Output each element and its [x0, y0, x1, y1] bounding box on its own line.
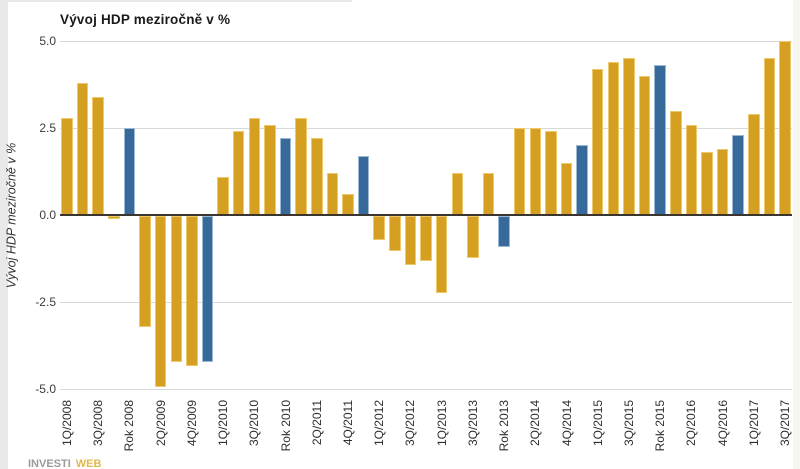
bar-year-total [123, 128, 136, 215]
page-edge-left-band [0, 0, 8, 469]
bar-quarter [529, 128, 542, 215]
x-axis-label: 3Q/2010 [247, 400, 262, 447]
bar-quarter [545, 131, 557, 215]
bar-quarter [373, 216, 385, 241]
bar-quarter [763, 58, 776, 215]
bar-year-total [201, 216, 214, 363]
bar-quarter [701, 152, 713, 215]
x-axis-label: 4Q/2014 [559, 400, 574, 447]
x-axis-label: Rok 2010 [278, 400, 293, 452]
bar-quarter [170, 216, 183, 363]
bar-quarter [685, 124, 698, 215]
bar-quarter [76, 82, 89, 215]
bar-quarter [232, 131, 245, 215]
x-axis-label: 3Q/2013 [465, 400, 480, 447]
bar-quarter [513, 128, 526, 215]
x-axis-label: 1Q/2010 [216, 400, 231, 447]
x-axis-label: 4Q/2009 [184, 400, 199, 447]
bar-quarter [638, 75, 651, 215]
x-axis-label: 2Q/2016 [684, 400, 699, 447]
bar-year-total [576, 145, 588, 215]
x-axis-label: Rok 2008 [122, 400, 137, 452]
x-axis-label: 1Q/2013 [434, 400, 449, 447]
x-axis-label: Rok 2013 [497, 400, 512, 452]
bar-quarter [389, 216, 401, 251]
bar-quarter [607, 61, 620, 215]
y-tick-label: 5.0 [39, 34, 56, 48]
bar-quarter [154, 216, 167, 387]
bar-quarter [435, 216, 448, 293]
watermark-text-gold: WEB [75, 458, 102, 469]
bar-quarter [92, 96, 104, 215]
watermark-logo: INVESTI WEB [28, 458, 101, 469]
bar-year-total [732, 134, 744, 215]
x-axis-label: 1Q/2017 [746, 400, 761, 447]
x-axis-label: Rok 2015 [653, 400, 668, 452]
x-axis-label: 3Q/2012 [403, 400, 418, 447]
bar-quarter [623, 58, 635, 215]
x-axis-label: 2Q/2011 [309, 400, 324, 446]
bar-quarter [264, 124, 276, 215]
bar-quarter [748, 114, 760, 215]
x-axis-label: 1Q/2012 [372, 400, 387, 447]
bar-quarter [670, 110, 682, 215]
bar-quarter [716, 148, 729, 215]
y-tick-label: -2.5 [35, 295, 56, 309]
y-tick-label: 0.0 [39, 208, 56, 222]
gridline [60, 40, 792, 42]
x-axis-label: 2Q/2009 [153, 400, 168, 447]
bar-quarter [311, 138, 323, 215]
x-axis-label: 1Q/2015 [590, 400, 605, 447]
x-axis-label: 2Q/2014 [528, 400, 543, 447]
bar-quarter [591, 68, 604, 215]
x-axis-label: 1Q/2008 [60, 400, 74, 447]
bar-quarter [467, 216, 479, 258]
page-edge-right-band [793, 0, 800, 469]
bar-quarter [342, 194, 354, 215]
gridline [60, 127, 792, 129]
x-axis-label: 3Q/2017 [778, 400, 793, 447]
y-tick-label: -5.0 [35, 382, 56, 396]
gridline [60, 301, 792, 303]
bar-quarter [186, 216, 198, 366]
gridline [60, 388, 792, 390]
bar-year-total [654, 65, 666, 215]
chart-title: Vývoj HDP meziročně v % [60, 12, 231, 27]
bar-quarter [560, 162, 573, 215]
bar-year-total [279, 138, 292, 215]
bar-quarter [248, 117, 261, 215]
bar-quarter [404, 216, 417, 265]
bar-quarter [108, 216, 120, 220]
x-axis-label: 4Q/2011 [340, 400, 355, 446]
bar-quarter [779, 41, 791, 215]
bar-quarter [295, 117, 307, 215]
bar-quarter [217, 176, 229, 215]
x-axis-label: 3Q/2015 [621, 400, 636, 447]
bar-quarter [61, 117, 73, 215]
bar-quarter [139, 216, 151, 328]
x-axis-label: 4Q/2016 [715, 400, 730, 447]
watermark-text-gray: INVESTI [28, 458, 71, 469]
bar-quarter [420, 216, 432, 262]
x-axis-label: 3Q/2008 [91, 400, 106, 447]
page-edge-top-band [0, 0, 352, 2]
y-tick-label: 2.5 [39, 121, 56, 135]
bar-quarter [451, 173, 463, 215]
bar-quarter [482, 173, 495, 215]
bar-year-total [498, 216, 510, 248]
bar-quarter [326, 173, 339, 215]
bar-year-total [357, 155, 370, 215]
zero-axis-line [60, 214, 792, 216]
